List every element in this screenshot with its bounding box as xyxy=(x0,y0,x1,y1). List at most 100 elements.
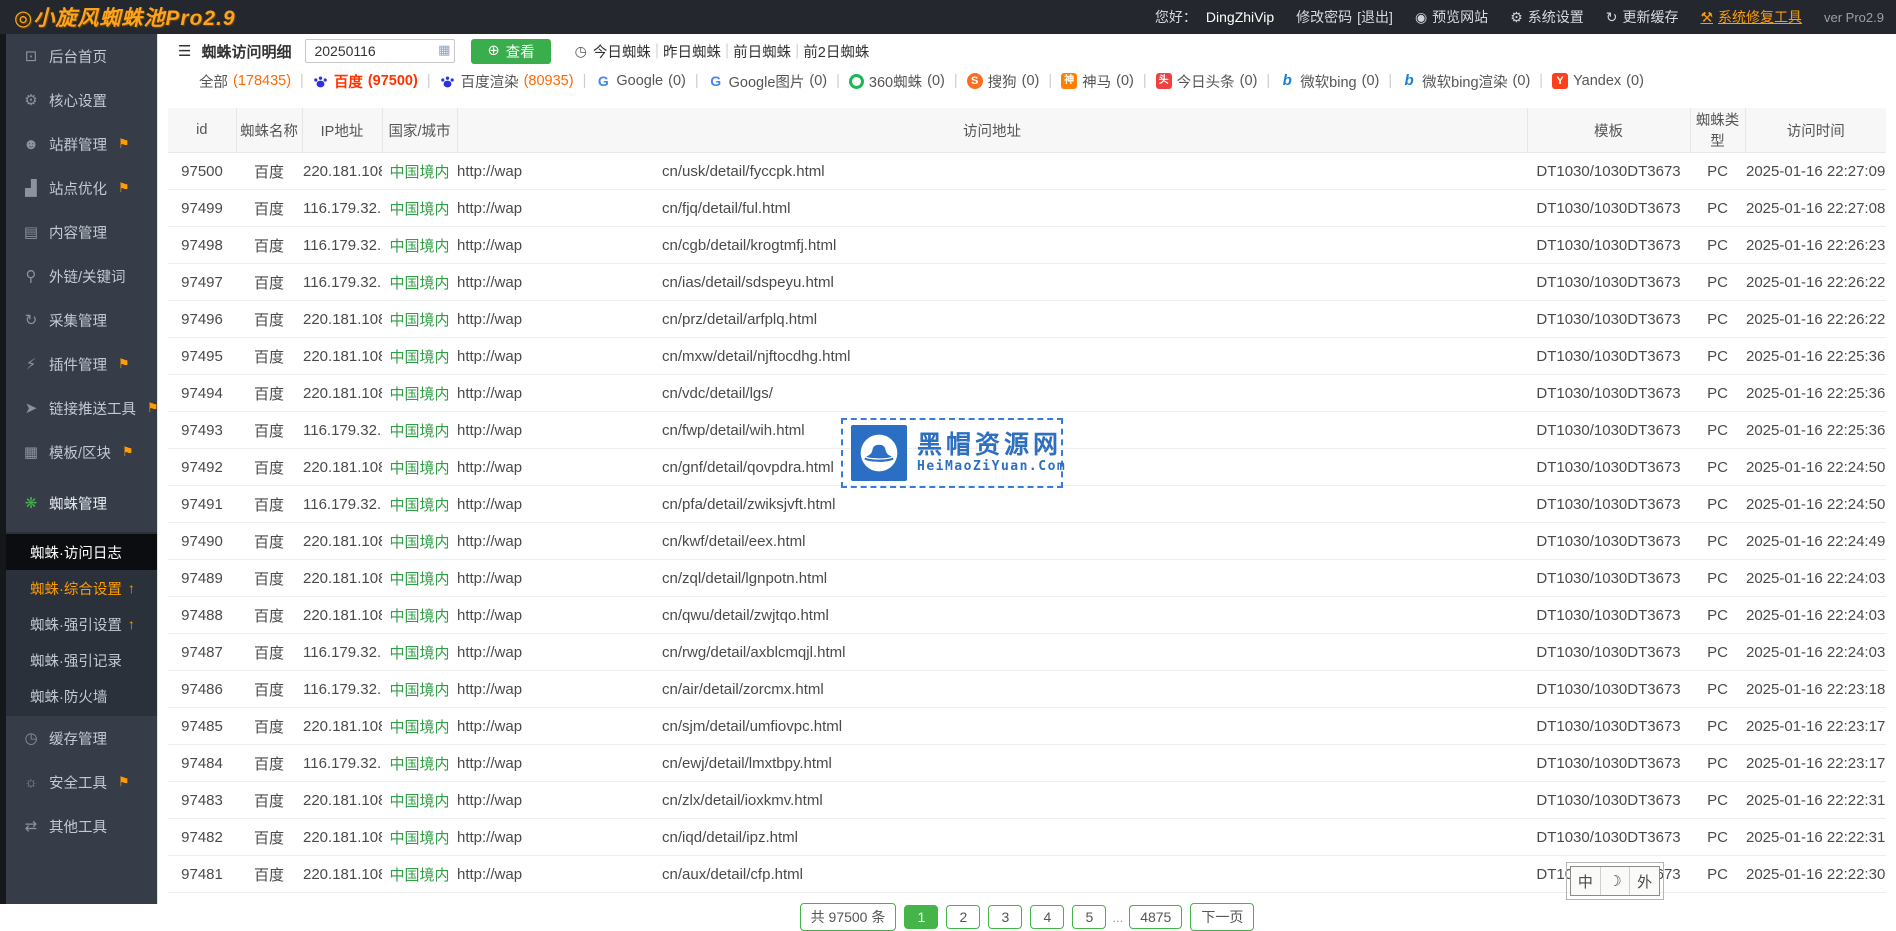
filter-Google[interactable]: G Google (0) xyxy=(595,73,686,89)
cell-template: DT1030/1030DT3673 xyxy=(1527,781,1690,819)
sidebar-item-安全工具[interactable]: ☼ 安全工具 ⚑ xyxy=(6,760,157,804)
cell-time: 2025-01-16 22:24:03 xyxy=(1745,559,1886,597)
google-icon: G xyxy=(597,73,609,89)
page-button-1[interactable]: 1 xyxy=(904,905,939,929)
cell-template: DT1030/1030DT3673 xyxy=(1527,263,1690,301)
cell-url: http://wap cn/rwg/detail/axblcmqjl.html xyxy=(457,633,1527,671)
change-password-link[interactable]: 修改密码 xyxy=(1296,9,1353,25)
calendar-icon[interactable]: ▦ xyxy=(438,42,451,57)
sidebar-item-外链/关键词[interactable]: ⚲ 外链/关键词 ⚑ xyxy=(6,254,157,298)
translate-widget[interactable]: 中 ☽ 外 xyxy=(1566,862,1664,900)
sidebar-subitem-蜘蛛·访问日志[interactable]: 蜘蛛·访问日志 ↑ xyxy=(6,534,157,570)
cell-id: 97481 xyxy=(168,855,236,893)
translate-cell-中[interactable]: 中 xyxy=(1577,872,1593,891)
page-title: 蜘蛛访问明细 xyxy=(201,43,292,61)
magnifier-icon: ⊕ xyxy=(487,43,500,59)
preview-site-link[interactable]: ◉ 预览网站 xyxy=(1414,8,1489,26)
cell-url: http://wap cn/usk/detail/fyccpk.html xyxy=(457,152,1527,190)
eye-icon: ◉ xyxy=(1414,8,1428,25)
filter-微软bing[interactable]: b 微软bing (0) xyxy=(1279,71,1380,92)
filter-今日头条[interactable]: 头 今日头条 (0) xyxy=(1155,71,1257,92)
cell-template: DT1030/1030DT3673 xyxy=(1527,670,1690,708)
cell-region: 中国境内 xyxy=(382,152,457,190)
next-page-button[interactable]: 下一页 xyxy=(1190,903,1255,931)
cell-time: 2025-01-16 22:25:36 xyxy=(1745,411,1886,449)
toolbar-link-今日蜘蛛[interactable]: ◷ 今日蜘蛛 xyxy=(574,42,651,61)
total-count-button[interactable]: 共 97500 条 xyxy=(799,903,897,931)
filter-神马[interactable]: 神 神马 (0) xyxy=(1061,71,1134,92)
sidebar-subitem-蜘蛛·强引设置[interactable]: 蜘蛛·强引设置 ↑ xyxy=(30,616,135,634)
table-row: 97495 百度 220.181.108.114 中国境内 http://wap… xyxy=(168,337,1886,375)
sidebar-subitem-蜘蛛·防火墙[interactable]: 蜘蛛·防火墙 ↑ xyxy=(30,689,108,706)
cell-time: 2025-01-16 22:25:36 xyxy=(1745,337,1886,375)
monitor-icon: ⊡ xyxy=(24,48,38,65)
sidebar-item-采集管理[interactable]: ↻ 采集管理 ⚑ xyxy=(6,298,157,342)
censored-domain xyxy=(522,757,663,768)
cell-id: 97482 xyxy=(168,818,236,856)
version-label: ver Pro2.9 xyxy=(1824,9,1884,25)
cell-spider: 百度 xyxy=(236,781,302,819)
cell-region: 中国境内 xyxy=(382,263,457,301)
filter-Google图片[interactable]: G Google图片 (0) xyxy=(708,71,827,92)
cell-spider: 百度 xyxy=(236,485,302,523)
sidebar-item-核心设置[interactable]: ⚙ 核心设置 ⚑ xyxy=(6,78,157,122)
table-row: 97486 百度 116.179.32.149 中国境内 http://wapc… xyxy=(168,670,1886,708)
visit-log-table: id 蜘蛛名称 IP地址 国家/城市 访问地址 模板 蜘蛛类型 访问时间 97500 百度 2… xyxy=(168,108,1886,893)
cell-url: http://wap cn/ewj/detail/lmxtbpy.html xyxy=(457,744,1527,782)
table-row: 97483 百度 220.181.108.110 中国境内 http://wap… xyxy=(168,781,1886,819)
repair-tool-link[interactable]: ⚒ 系统修复工具 xyxy=(1700,8,1803,26)
cell-ip: 116.179.32.79 xyxy=(302,263,382,301)
logout-link[interactable]: [退出] xyxy=(1357,9,1393,25)
sidebar-item-站点优化[interactable]: ▟ 站点优化 ⚑ xyxy=(6,166,157,210)
cell-template: DT1030/1030DT3673 xyxy=(1527,189,1690,227)
sidebar-subitem-蜘蛛·强引记录[interactable]: 蜘蛛·强引记录 ↑ xyxy=(30,653,122,670)
translate-toggle-icon[interactable]: ☽ xyxy=(1599,867,1630,895)
page-button-4[interactable]: 4 xyxy=(1030,905,1065,929)
page-button-5[interactable]: 5 xyxy=(1072,905,1107,929)
filter-百度渲染[interactable]: 百度渲染 (80935) xyxy=(440,71,574,92)
sidebar-item-缓存管理[interactable]: ◷ 缓存管理 ⚑ xyxy=(6,716,157,760)
censored-domain xyxy=(522,646,663,657)
filter-360蜘蛛[interactable]: 360蜘蛛 (0) xyxy=(848,71,945,92)
date-input[interactable] xyxy=(305,39,456,63)
filter-微软bing渲染[interactable]: b 微软bing渲染 (0) xyxy=(1401,71,1531,92)
account-links: 修改密码 [退出] xyxy=(1296,7,1393,27)
cell-type: PC xyxy=(1690,707,1745,745)
360-icon xyxy=(848,73,864,89)
sidebar-item-站群管理[interactable]: ☻ 站群管理 ⚑ xyxy=(23,135,130,154)
update-cache-link[interactable]: ↻ 更新缓存 xyxy=(1605,8,1679,26)
sidebar-item-内容管理[interactable]: ▤ 内容管理 ⚑ xyxy=(23,224,107,242)
translate-cell-外[interactable]: 外 xyxy=(1629,867,1659,895)
watermark-title: 黑帽资源网 xyxy=(917,431,1063,460)
cell-region: 中国境内 xyxy=(382,189,457,227)
filter-Yandex[interactable]: Y Yandex (0) xyxy=(1552,73,1644,89)
cell-type: PC xyxy=(1690,744,1745,782)
filter-全部[interactable]: 全部 (178435) xyxy=(199,73,292,91)
sidebar-item-其他工具[interactable]: ⇄ 其他工具 ⚑ xyxy=(6,804,157,848)
filter-百度[interactable]: 百度 (97500) xyxy=(313,71,418,92)
sidebar-item-插件管理[interactable]: ⚡ 插件管理 ⚑ xyxy=(6,342,157,386)
toolbar-link-昨日蜘蛛[interactable]: ◷ 昨日蜘蛛 xyxy=(663,44,721,61)
sidebar-item-蜘蛛管理[interactable]: ❋ 蜘蛛管理 ⚑ xyxy=(6,474,157,532)
table-row: 97496 百度 220.181.108.144 中国境内 http://wap… xyxy=(168,300,1886,338)
cell-type: PC xyxy=(1690,263,1745,301)
sidebar-subitem-蜘蛛·综合设置[interactable]: 蜘蛛·综合设置 ↑ xyxy=(30,580,135,598)
cell-url: http://wap cn/vdc/detail/lgs/ xyxy=(457,374,1527,412)
page-button-4875[interactable]: 4875 xyxy=(1129,905,1183,929)
separator: | xyxy=(1142,73,1147,89)
system-settings-link[interactable]: ⚙ 系统设置 xyxy=(1510,8,1584,26)
sidebar-item-链接推送工具[interactable]: ➤ 链接推送工具 ⚑ xyxy=(6,386,159,430)
censored-domain xyxy=(522,165,663,176)
table-header: id 蜘蛛名称 IP地址 国家/城市 访问地址 模板 蜘蛛类型 访问时间 xyxy=(168,108,1886,153)
filter-搜狗[interactable]: S 搜狗 (0) xyxy=(966,71,1039,92)
table-row: 97482 百度 220.181.108.80 中国境内 http://wapc… xyxy=(168,818,1886,856)
sidebar-item-后台首页[interactable]: ⊡ 后台首页 ⚑ xyxy=(6,34,157,78)
toolbar-link-前日蜘蛛[interactable]: ◷ 前日蜘蛛 xyxy=(733,44,792,61)
page-button-3[interactable]: 3 xyxy=(988,905,1023,929)
table-row: 97490 百度 220.181.108.90 中国境内 http://wapc… xyxy=(168,522,1886,560)
cell-region: 中国境内 xyxy=(382,559,457,597)
sidebar-item-模板/区块[interactable]: ▦ 模板/区块 ⚑ xyxy=(23,444,134,462)
view-button[interactable]: ⊕ 查看 xyxy=(471,38,551,64)
page-button-2[interactable]: 2 xyxy=(946,905,981,929)
toolbar-link-前2日蜘蛛[interactable]: ◷ 前2日蜘蛛 xyxy=(803,44,870,61)
